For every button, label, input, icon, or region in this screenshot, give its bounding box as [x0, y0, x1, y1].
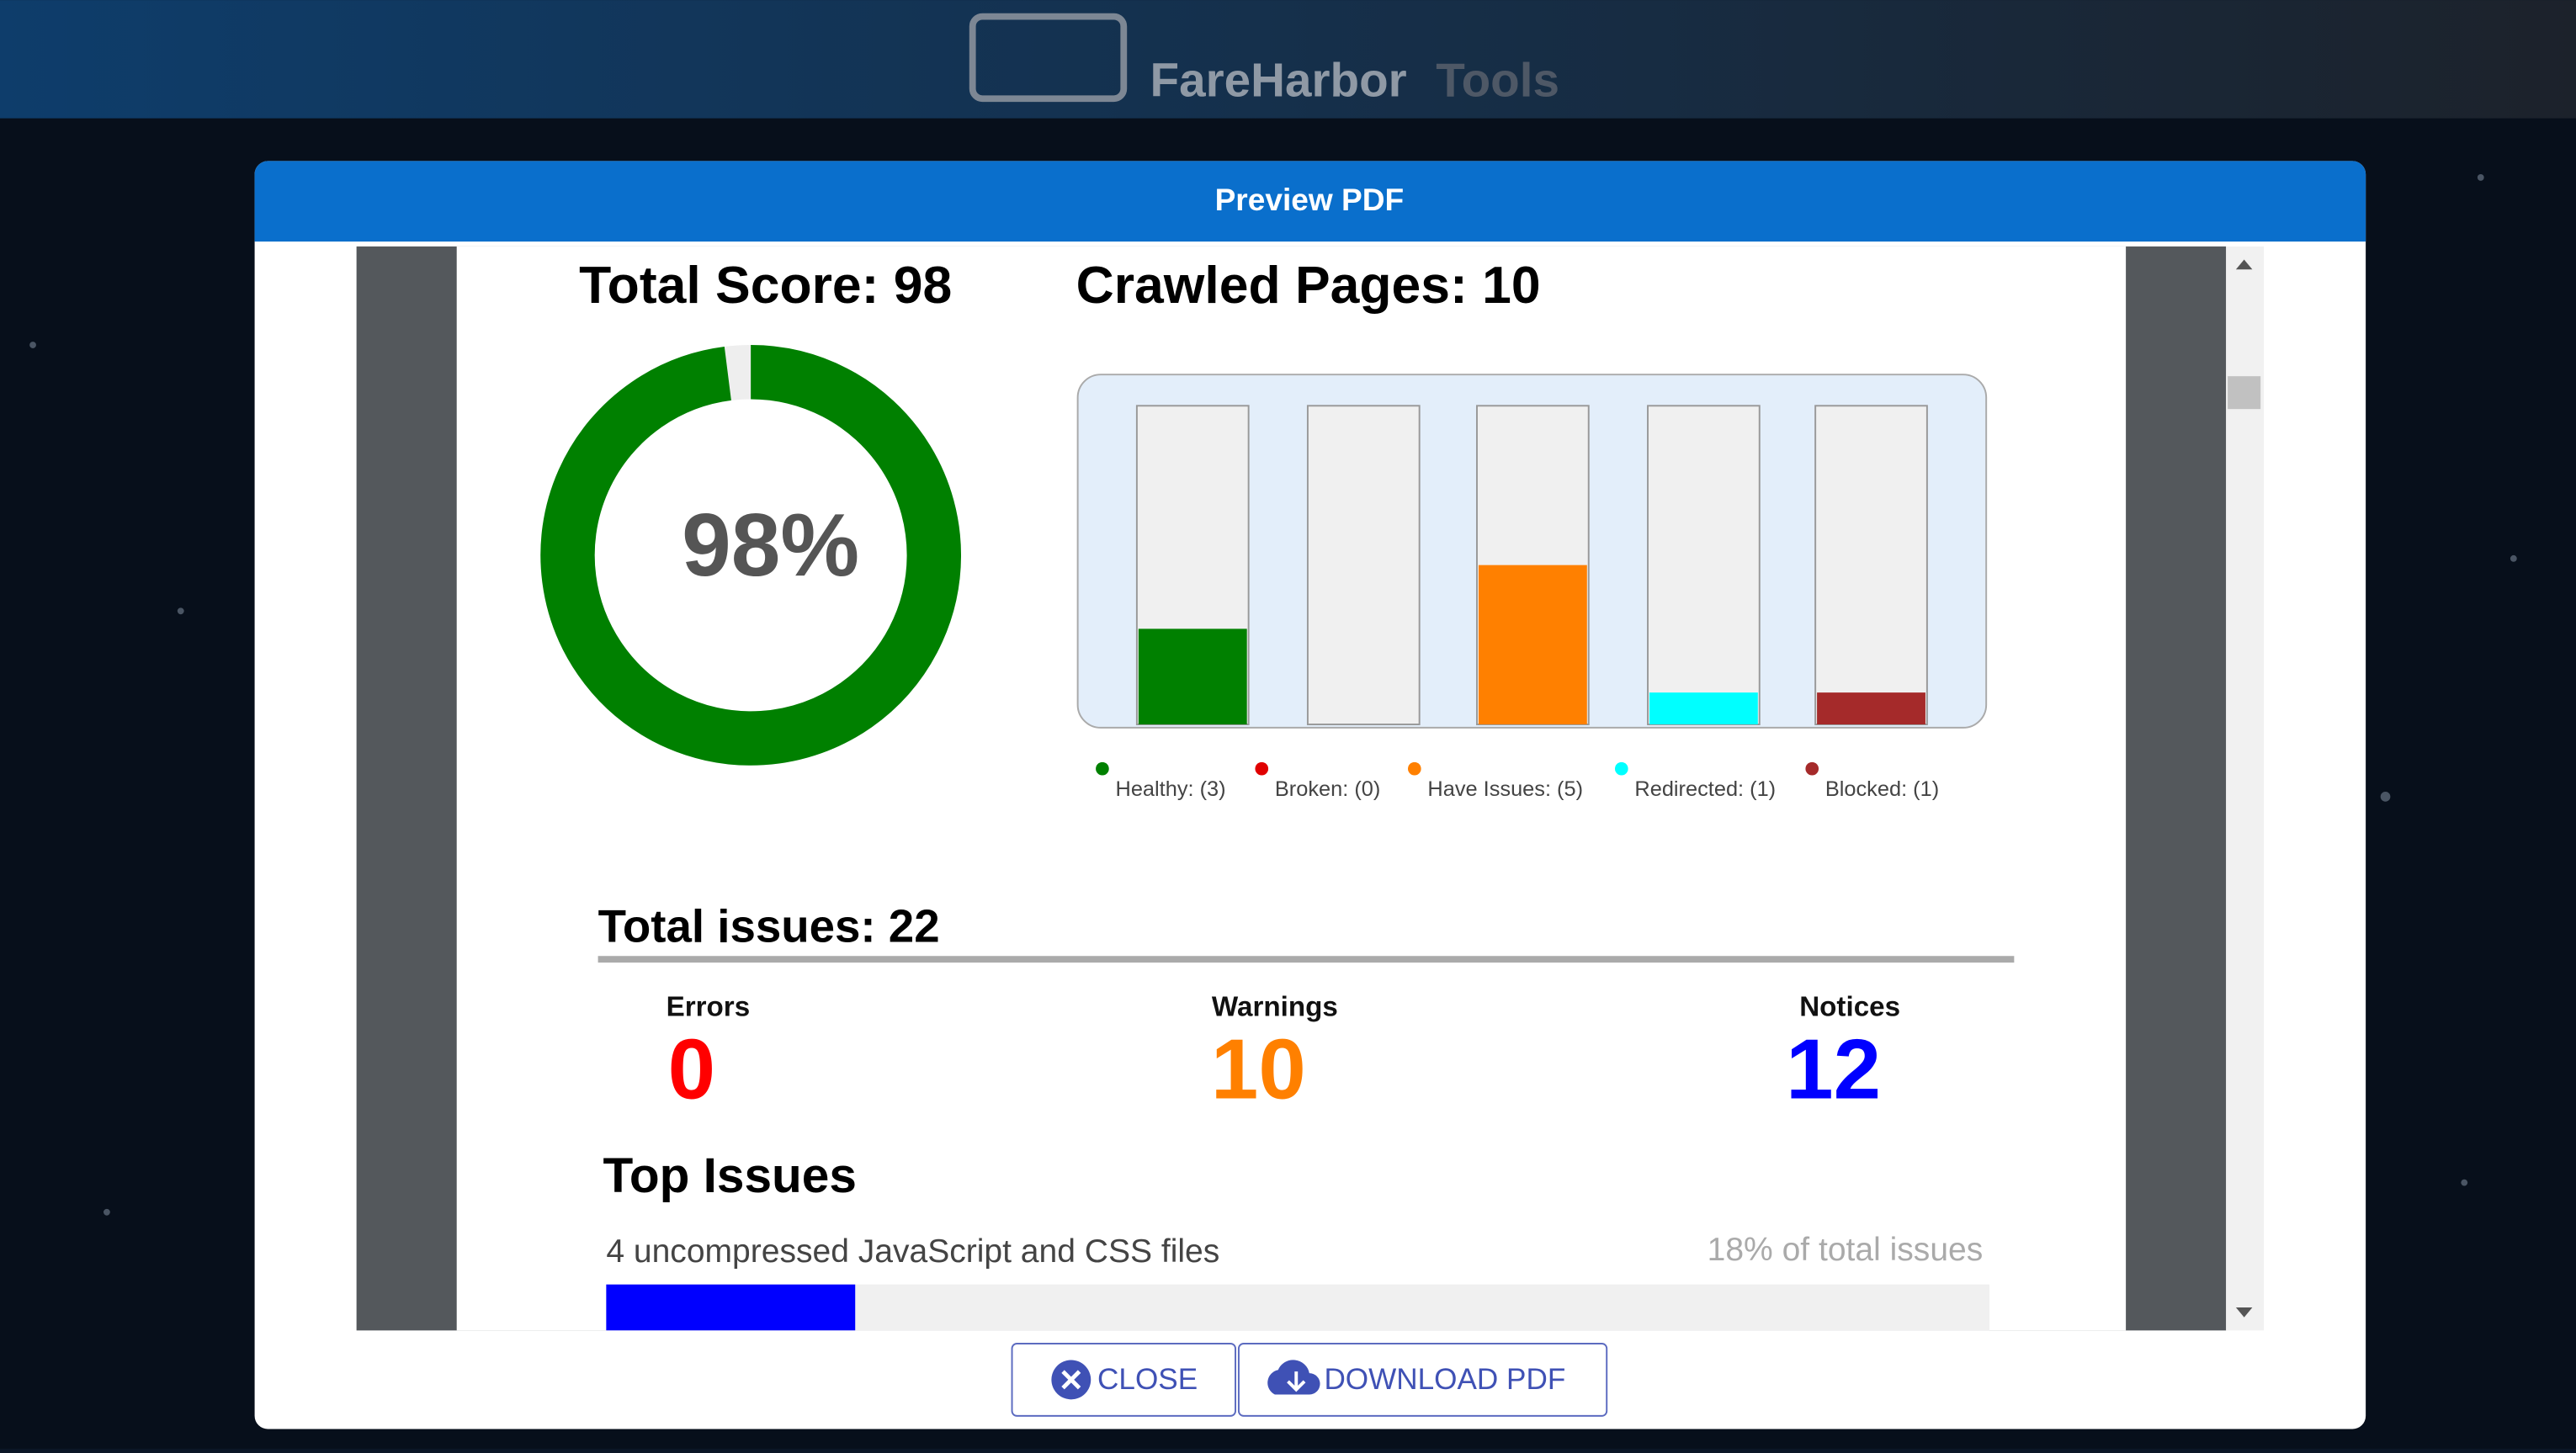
close-icon-x: [1061, 1370, 1081, 1390]
logo: [969, 13, 1128, 103]
legend-label: Healthy: (3): [1116, 777, 1226, 801]
score-title: Total Score: 98: [579, 256, 952, 315]
bar-track: [1647, 405, 1761, 725]
pdf-content: Total Score: 98 98% Crawled Pages: 10 Healt…: [540, 256, 2015, 1331]
count-label: Warnings: [1212, 991, 1338, 1022]
top-issues-title: Top Issues: [603, 1148, 856, 1203]
stars: [29, 174, 2517, 1216]
bar: [1478, 565, 1587, 724]
bar-track: [1306, 405, 1421, 725]
scroll-thumb[interactable]: [2228, 376, 2261, 410]
dialog-title: Preview PDF: [1215, 182, 1405, 217]
brand-suffix: Tools: [1436, 54, 1559, 107]
legend-label: Blocked: (1): [1825, 777, 1939, 801]
donut-label: 98%: [682, 496, 859, 595]
header: [0, 0, 2576, 119]
donut-arc: [540, 345, 962, 766]
legend-dot: [1096, 761, 1109, 776]
issue-text: 4 uncompressed JavaScript and CSS files: [606, 1233, 1219, 1270]
bar-track: [1814, 405, 1928, 725]
legend-dot: [1255, 761, 1269, 776]
issue-bar: [606, 1284, 856, 1331]
legend-label: Broken: (0): [1275, 777, 1380, 801]
bar: [1649, 692, 1758, 724]
download-arrow: [1287, 1371, 1306, 1392]
count-value: 0: [668, 1021, 715, 1117]
count-label: Notices: [1799, 991, 1900, 1022]
dialog-header: [254, 161, 2366, 242]
legend-dot: [1614, 761, 1628, 776]
legend-dot: [1805, 761, 1819, 776]
scrollbar[interactable]: [2226, 246, 2265, 1331]
download-icon: [1267, 1360, 1320, 1395]
close-label: CLOSE: [1097, 1363, 1198, 1396]
crawled-title: Crawled Pages: 10: [1076, 256, 1541, 315]
issue-share: 18% of total issues: [1708, 1232, 1984, 1268]
legend-label: Redirected: (1): [1634, 777, 1776, 801]
bar: [1817, 692, 1925, 724]
download-button[interactable]: [1237, 1342, 1608, 1417]
bar: [1138, 628, 1247, 724]
count-label: Errors: [667, 991, 751, 1022]
count-value: 10: [1211, 1021, 1306, 1117]
legend-label: Have Issues: (5): [1427, 777, 1583, 801]
count-value: 12: [1786, 1021, 1881, 1117]
issues-title: Total issues: 22: [598, 900, 940, 952]
legend-dot: [1408, 761, 1421, 776]
brand: FareHarbor: [1150, 54, 1407, 107]
download-label: DOWNLOAD PDF: [1324, 1363, 1565, 1396]
